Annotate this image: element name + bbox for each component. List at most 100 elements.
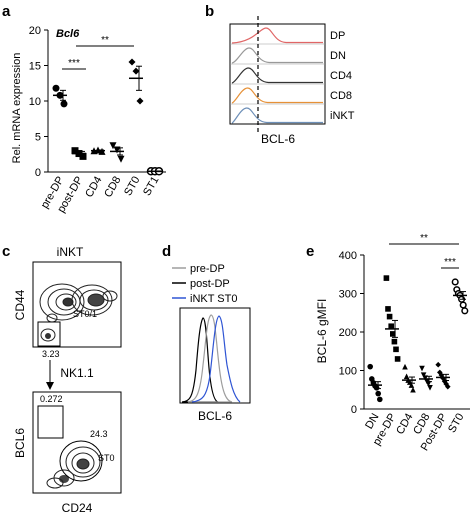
panel-b-frame <box>229 23 326 125</box>
panel-e-data-point <box>422 375 428 381</box>
panel-e-data-point <box>403 373 410 380</box>
panel-d-legend-label: post-DP <box>190 278 230 290</box>
panel-c-top-ylabel: CD44 <box>13 289 27 320</box>
panel-e-data-point <box>375 390 382 397</box>
panel-a-xtick-label: ST0 <box>122 175 142 198</box>
panel-a-ytick-label: 5 <box>35 132 41 144</box>
panel-b-track-label: CD4 <box>330 70 352 82</box>
panel-b-histogram-cd4 <box>231 67 323 84</box>
panel-e-data-point <box>394 356 401 362</box>
panel-a-data-point <box>117 155 125 163</box>
panel-e-ylabel: BCL-6 gMFI <box>315 299 329 364</box>
panel-e-data-point <box>427 385 433 391</box>
panel-b-track-label: DP <box>330 30 345 42</box>
panel-d-histogram-post-dp <box>181 317 219 403</box>
panel-a-ytick-label: 10 <box>29 96 41 108</box>
panel-c-bottom-ylabel: BCL6 <box>13 428 27 458</box>
panel-a-xtick-label: ST1 <box>141 175 161 198</box>
panel-e-data-point <box>388 323 394 330</box>
panel-a-gene-title: Bcl6 <box>56 28 80 40</box>
panel-c-gate-label: ST0/1 <box>73 309 97 319</box>
panel-a-data-point <box>128 58 136 66</box>
panel-c-title: iNKT <box>57 245 84 259</box>
panel-e-data-point <box>393 346 399 353</box>
panel-e-data-point <box>459 301 467 309</box>
panel-d-letter: d <box>162 243 171 260</box>
panel-e-sig-label-2: *** <box>444 257 456 268</box>
panel-b-track-label: DN <box>330 50 346 62</box>
panel-c: c iNKT ST0/1 3.23 CD44 NK1.1 <box>2 243 122 515</box>
panel-a-data-point <box>60 100 68 108</box>
panel-e-xtick-label: CD4 <box>394 412 415 437</box>
panel-c-bottom-xlabel: CD24 <box>62 501 93 515</box>
panel-e-data-point <box>445 383 451 390</box>
panel-e-data-point <box>419 365 425 372</box>
panel-b-histogram-cd8 <box>231 87 323 104</box>
panel-d-legend-label: iNKT ST0 <box>190 293 237 305</box>
panel-d: d pre-DP post-DP iNKT ST0 BCL-6 <box>162 243 251 423</box>
panel-c-gate-value: 3.23 <box>42 349 60 359</box>
panel-a-sig-label-1: *** <box>68 58 80 69</box>
panel-a-data-point <box>52 84 60 92</box>
panel-e-data-point <box>435 361 441 368</box>
panel-d-frame <box>179 307 251 404</box>
panel-e-ytick-label: 200 <box>339 327 357 339</box>
panel-e-data-point <box>408 382 415 388</box>
panel-a-data-point <box>79 152 87 160</box>
panel-a-data-point <box>132 67 140 75</box>
panel-a-data-point <box>109 142 117 150</box>
panel-c-top-contours <box>39 283 118 342</box>
panel-e-ytick-label: 300 <box>339 289 357 301</box>
panel-a-ytick-label: 20 <box>29 25 41 37</box>
panel-e-data-point <box>386 313 393 320</box>
panel-b-histogram-dn <box>231 47 323 64</box>
panel-c-gate-bcl6-high <box>37 405 64 439</box>
panel-c-top-frame <box>32 261 122 348</box>
panel-e-data-point <box>451 278 459 286</box>
panel-e-letter: e <box>306 243 314 260</box>
panel-d-xlabel: BCL-6 <box>198 409 232 423</box>
panel-e-data-point <box>461 307 469 315</box>
panel-e-data-point <box>438 372 445 378</box>
panel-e-ytick-label: 100 <box>339 366 357 378</box>
panel-d-legend-label: pre-DP <box>190 263 225 275</box>
panel-e-data-point <box>410 386 416 393</box>
panel-a-ytick-label: 0 <box>35 167 41 179</box>
panel-e-data-point <box>377 396 383 403</box>
panel-e-ytick-label: 400 <box>339 250 357 262</box>
panel-e-xtick-label: ST0 <box>446 412 466 435</box>
panel-a-ylabel: Rel. mRNA expression <box>11 53 23 164</box>
panel-b-letter: b <box>205 3 214 20</box>
panel-d-histogram-inkt-st0 <box>191 315 241 403</box>
panel-e-data-point <box>420 372 427 378</box>
panel-e-data-point <box>383 275 390 281</box>
panel-e-data-point <box>385 306 391 312</box>
panel-d-histogram-pre-dp <box>187 314 233 403</box>
panel-b-track-label: CD8 <box>330 90 352 102</box>
panel-c-gate2-value: 24.3 <box>90 429 108 439</box>
panel-a-letter: a <box>2 3 11 20</box>
panel-e-data-point <box>391 338 398 345</box>
panel-b: b DP DN CD4 CD8 iNKT BCL-6 <box>205 3 355 146</box>
panel-a-xtick-label: CD8 <box>102 175 123 200</box>
panel-e-data-point <box>437 369 443 376</box>
panel-b-histogram-dp <box>231 27 323 44</box>
panel-a-xtick-label: CD4 <box>83 175 104 200</box>
panel-e-data-point <box>367 363 374 370</box>
panel-a-data-point <box>136 97 144 105</box>
panel-c-bottom-contours <box>46 446 101 489</box>
panel-e-data-point <box>425 381 432 387</box>
panel-c-bottom-frame <box>32 391 122 494</box>
panel-c-gate1-value: 0.272 <box>40 394 63 404</box>
panel-a-sig-label-2: ** <box>101 35 109 46</box>
panel-c-top-xlabel: NK1.1 <box>60 366 94 380</box>
panel-b-xlabel: BCL-6 <box>261 132 295 146</box>
panel-c-gate-st0 <box>59 440 103 482</box>
panel-e-data-point <box>390 331 396 337</box>
panel-c-gate-st0-1 <box>37 321 61 347</box>
panel-c-gate2-label: ST0 <box>98 453 115 463</box>
panel-e-data-point <box>402 363 408 370</box>
